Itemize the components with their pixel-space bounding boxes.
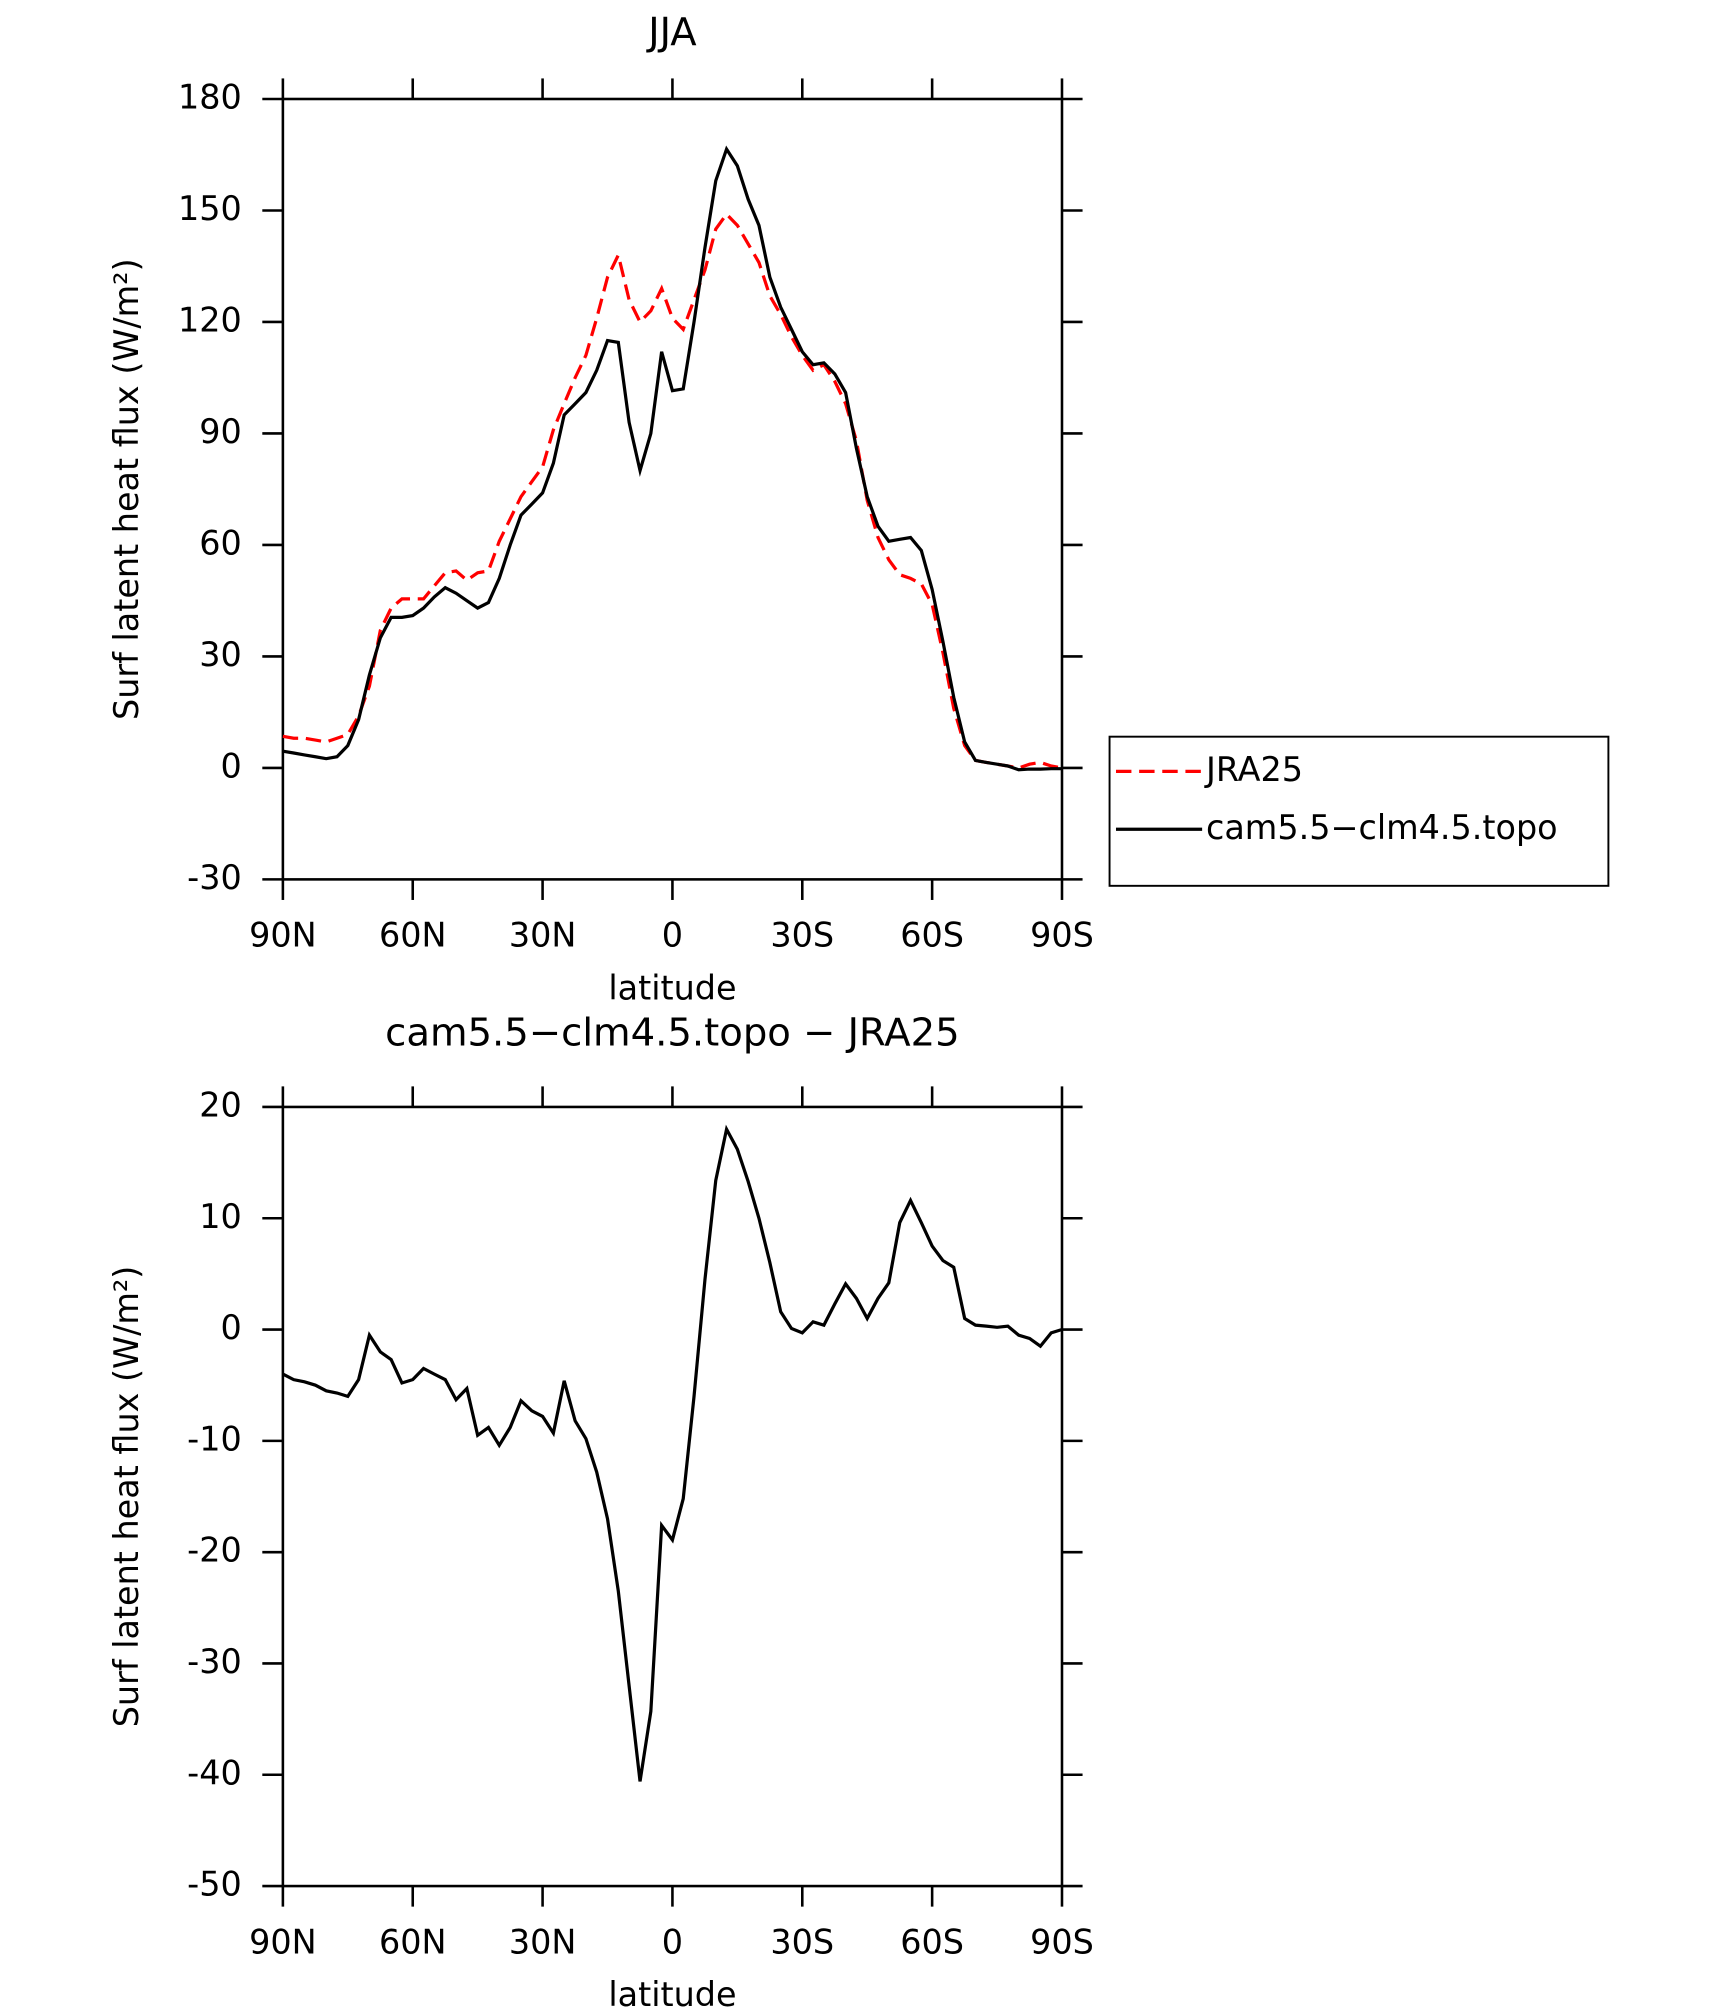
y-tick-label: 180 (178, 77, 242, 116)
data-line (282, 211, 1063, 770)
y-tick-label: 20 (199, 1085, 242, 1124)
legend-label: JRA25 (1204, 750, 1303, 789)
x-axis-label: latitude (608, 968, 736, 1007)
y-tick-label: -50 (187, 1865, 242, 1904)
x-tick-label: 0 (662, 916, 683, 955)
legend-box (1108, 735, 1610, 887)
y-tick-label: -30 (187, 1642, 242, 1681)
chart-title: JJA (646, 10, 697, 55)
y-tick-label: 0 (220, 1308, 241, 1347)
y-axis-label: Surf latent heat flux (W/m²) (107, 258, 146, 720)
plot-frame (281, 1105, 1064, 1888)
y-tick-label: 90 (199, 412, 242, 451)
y-tick-label: 10 (199, 1197, 242, 1236)
y-tick-label: 60 (199, 523, 242, 562)
y-axis-label: Surf latent heat flux (W/m²) (107, 1266, 146, 1728)
legend-label: cam5.5−clm4.5.topo (1206, 808, 1558, 847)
y-tick-label: -20 (187, 1531, 242, 1570)
x-tick-label: 30N (509, 1922, 577, 1961)
x-tick-label: 30S (770, 1922, 834, 1961)
x-tick-label: 90N (249, 1922, 317, 1961)
x-tick-label: 90S (1030, 1922, 1094, 1961)
y-tick-label: -30 (187, 858, 242, 897)
x-tick-label: 30S (770, 916, 834, 955)
y-tick-label: 150 (178, 189, 242, 228)
chart-title: cam5.5−clm4.5.topo − JRA25 (385, 1010, 960, 1055)
x-tick-label: 60N (379, 916, 447, 955)
x-tick-label: 0 (662, 1922, 683, 1961)
y-tick-label: 0 (220, 746, 241, 785)
x-tick-label: 90N (249, 916, 317, 955)
y-tick-label: -10 (187, 1419, 242, 1458)
data-line (282, 145, 1062, 772)
y-tick-label: 30 (199, 635, 242, 674)
x-tick-label: 60N (379, 1922, 447, 1961)
y-tick-label: -40 (187, 1753, 242, 1792)
plot-frame (281, 97, 1064, 881)
x-tick-label: 30N (509, 916, 577, 955)
y-tick-label: 120 (178, 300, 242, 339)
x-tick-label: 60S (900, 916, 964, 955)
x-tick-label: 90S (1030, 916, 1094, 955)
x-axis-label: latitude (608, 1975, 736, 2010)
x-tick-label: 60S (900, 1922, 964, 1961)
data-line (282, 1124, 1063, 1782)
